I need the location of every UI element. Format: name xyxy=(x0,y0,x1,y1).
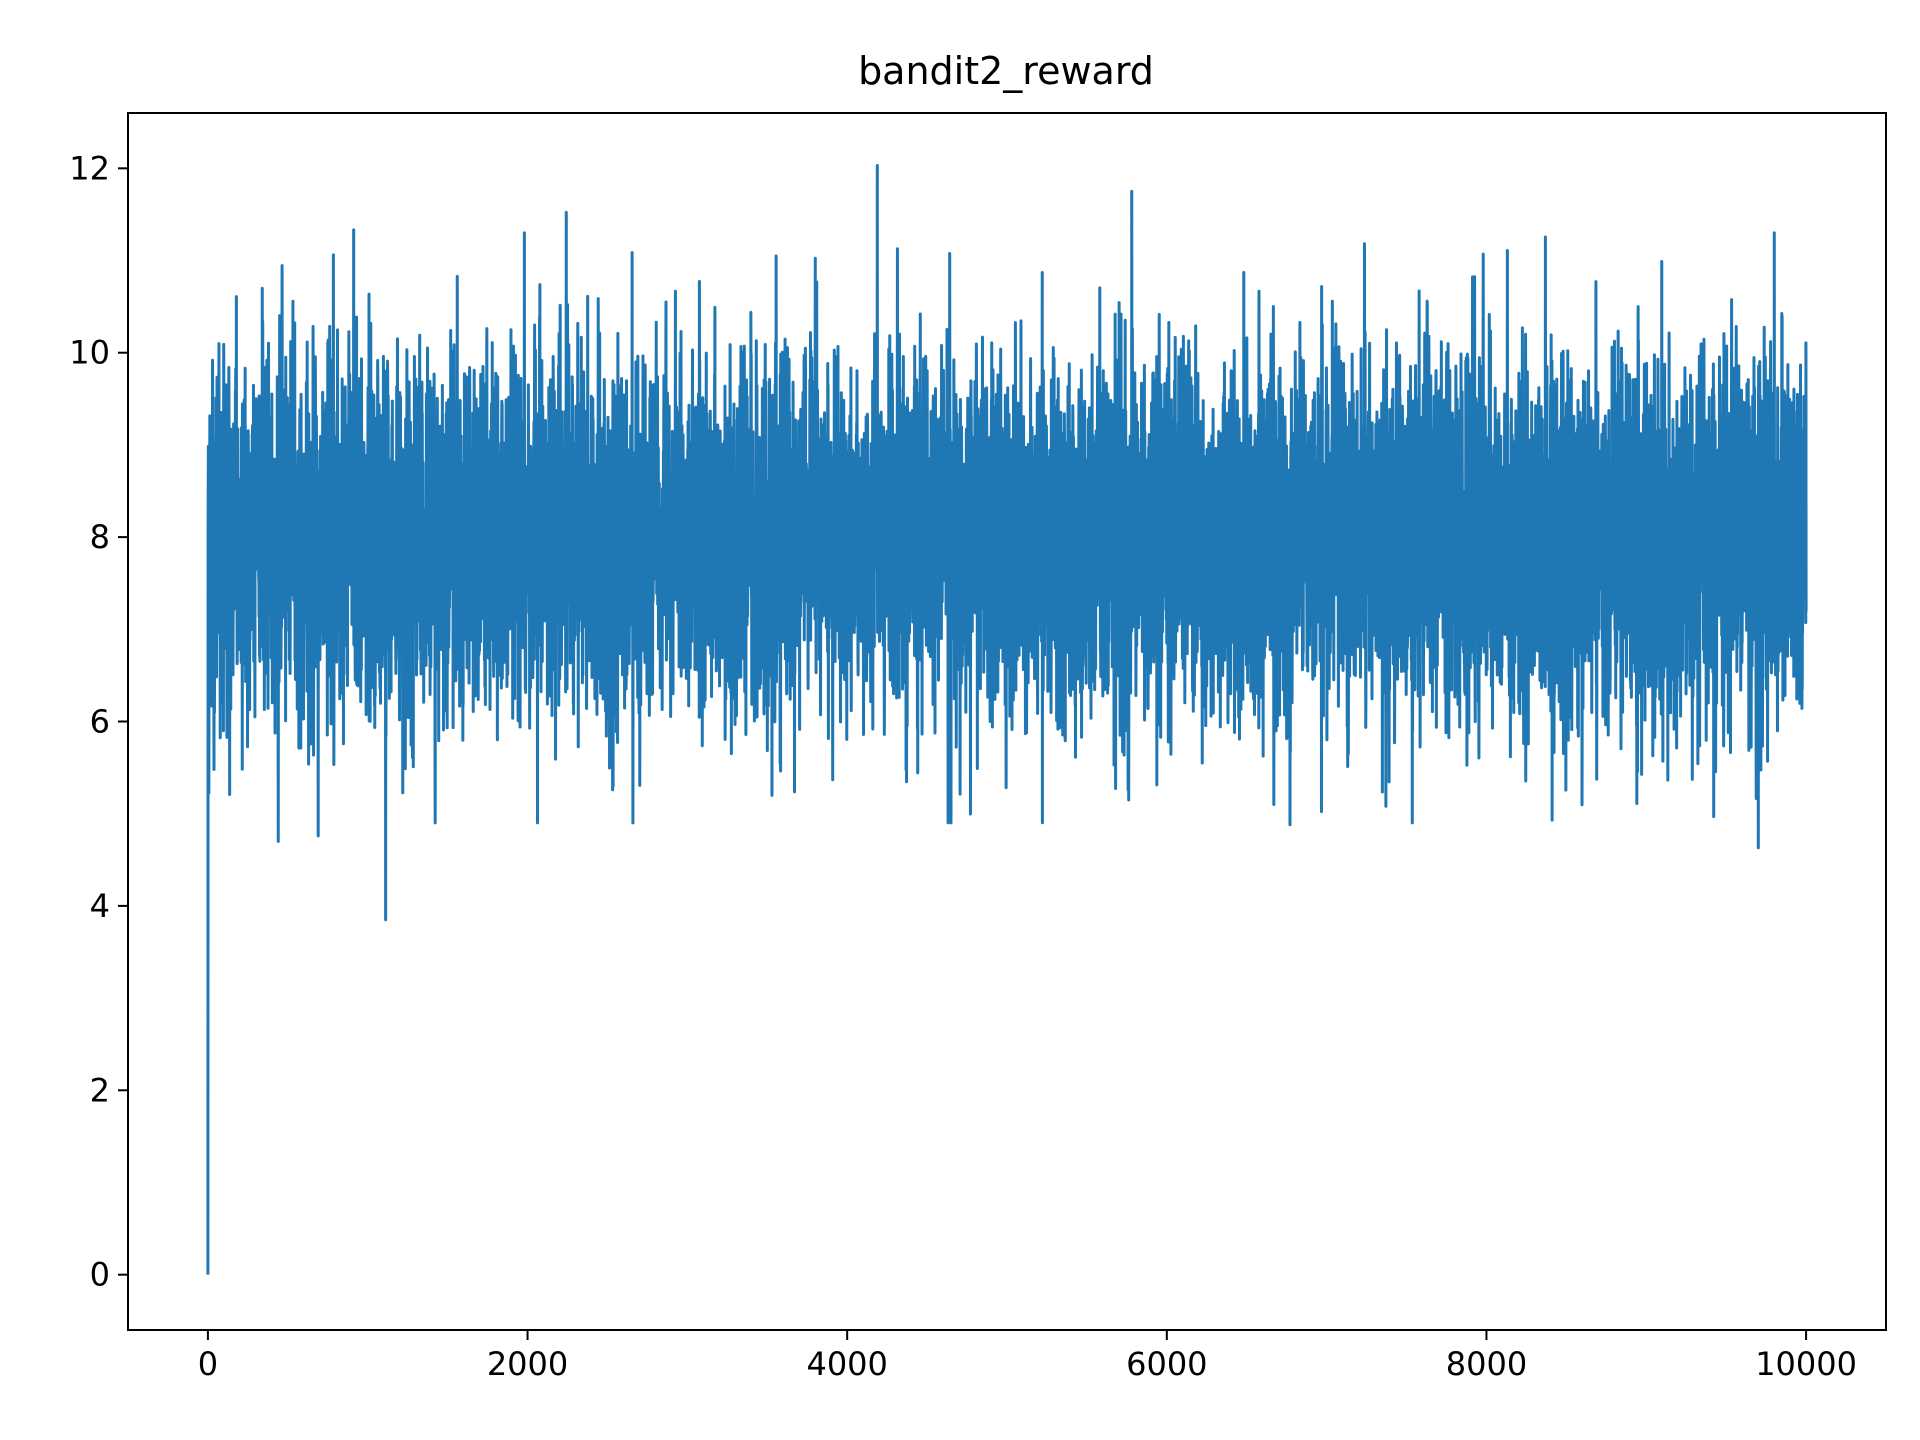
x-tick-label: 6000 xyxy=(1126,1345,1207,1383)
chart-title: bandit2_reward xyxy=(858,49,1154,93)
x-tick-label: 0 xyxy=(198,1345,218,1383)
y-tick-label: 10 xyxy=(69,334,110,372)
y-tick-label: 0 xyxy=(90,1256,110,1294)
series-line xyxy=(206,164,1808,1275)
x-tick-label: 4000 xyxy=(806,1345,887,1383)
series-line-group xyxy=(206,164,1808,1275)
y-tick-label: 4 xyxy=(90,887,110,925)
x-tick-label: 8000 xyxy=(1446,1345,1527,1383)
x-axis: 0 2000 4000 6000 8000 10000 xyxy=(198,1330,1857,1383)
y-tick-label: 2 xyxy=(90,1071,110,1109)
y-tick-label: 8 xyxy=(90,518,110,556)
y-tick-label: 12 xyxy=(69,149,110,187)
x-tick-label: 2000 xyxy=(487,1345,568,1383)
y-axis: 0 2 4 6 8 10 12 xyxy=(69,149,128,1294)
x-tick-label: 10000 xyxy=(1755,1345,1857,1383)
y-tick-label: 6 xyxy=(90,703,110,741)
